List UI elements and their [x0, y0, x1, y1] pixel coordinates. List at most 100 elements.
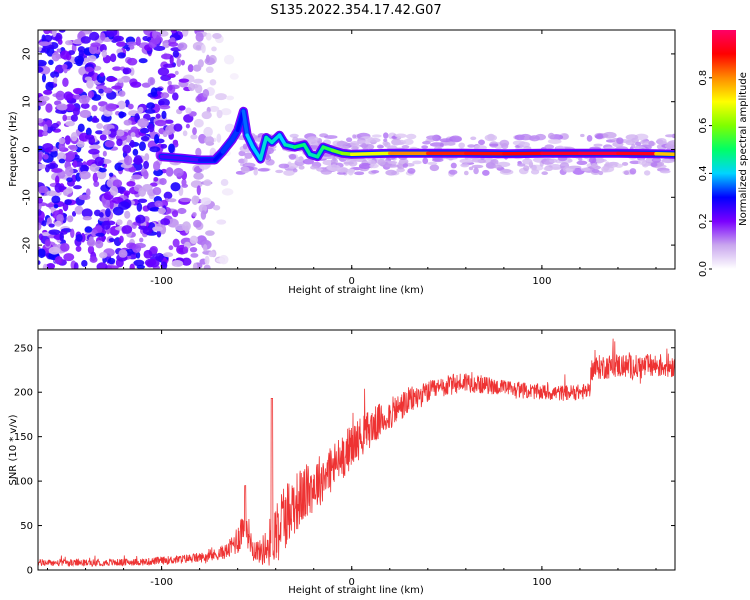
heatmap-halo-cell — [243, 157, 248, 164]
heatmap-noise-cell — [168, 41, 179, 47]
heatmap-noise-cell — [91, 104, 98, 112]
heatmap-halo-cell — [530, 169, 540, 175]
heatmap-noise-cell — [107, 257, 116, 265]
heatmap-noise-cell — [98, 88, 104, 94]
heatmap-noise-cell — [67, 145, 76, 150]
heatmap-noise-cell — [163, 63, 175, 68]
heatmap-halo-cell — [517, 163, 526, 167]
heatmap-noise-cell — [135, 251, 141, 259]
track-segment — [213, 150, 225, 162]
heatmap-noise-cell — [54, 183, 63, 193]
heatmap-noise-cell — [117, 52, 126, 59]
heatmap-halo-cell — [265, 153, 270, 161]
heatmap-halo-cell — [631, 143, 636, 149]
heatmap-halo-cell — [347, 168, 355, 174]
heatmap-noise-cell — [154, 119, 167, 127]
heatmap-noise-cell — [204, 255, 210, 266]
heatmap-noise-cell — [79, 109, 92, 119]
heatmap-noise-cell — [220, 108, 232, 116]
heatmap-halo-cell — [444, 141, 456, 146]
heatmap-halo-cell — [625, 134, 639, 141]
heatmap-noise-cell — [176, 58, 182, 68]
heatmap-noise-cell — [89, 31, 100, 41]
heatmap-noise-cell — [189, 246, 198, 253]
heatmap-noise-cell — [74, 55, 85, 65]
heatmap-halo-cell — [467, 144, 476, 148]
heatmap-noise-cell — [67, 50, 76, 56]
heatmap-halo-cell — [547, 132, 555, 139]
heatmap-noise-cell — [96, 122, 104, 130]
heatmap-noise-cell — [73, 185, 82, 190]
heatmap-noise-cell — [80, 102, 90, 109]
heatmap-noise-cell — [98, 167, 107, 173]
heatmap-noise-cell — [169, 54, 174, 65]
snr-frame — [37, 329, 676, 571]
heatmap-halo-cell — [402, 163, 409, 168]
heatmap-halo-cell — [412, 160, 422, 165]
heatmap-noise-cell — [100, 32, 106, 41]
heatmap-noise-cell — [220, 178, 229, 187]
heatmap-halo-cell — [383, 138, 388, 142]
snr-y-tick-label: 100 — [14, 477, 33, 488]
track-segment — [178, 156, 202, 162]
heatmap-halo-cell — [522, 158, 533, 165]
heatmap-halo-cell — [567, 159, 573, 163]
colorbar-gradient — [712, 30, 736, 269]
heatmap-noise-cell — [188, 82, 196, 92]
heatmap-noise-cell — [70, 131, 78, 142]
colorbar-tick-label: 0.4 — [698, 165, 709, 181]
heatmap-halo-cell — [323, 135, 338, 139]
heatmap-noise-cell — [38, 59, 47, 67]
heatmap-noise-cell — [160, 143, 168, 149]
heatmap-noise-cell — [138, 141, 146, 152]
heatmap-noise-cell — [159, 224, 167, 235]
track-segment — [245, 133, 255, 149]
heatmap-halo-cell — [448, 169, 458, 175]
heatmap-noise-cell — [131, 174, 143, 180]
heatmap-noise-cell — [167, 218, 179, 228]
heatmap-noise-cell — [146, 102, 155, 110]
heatmap-noise-cell — [54, 191, 62, 196]
heatmap-noise-cell — [211, 46, 217, 52]
heatmap-x-tick-label: 100 — [532, 276, 551, 287]
heatmap-noise-cell — [38, 233, 43, 241]
heatmap-noise-cell — [42, 153, 49, 160]
heatmap-noise-cell — [144, 108, 156, 114]
heatmap-noise-cell — [103, 87, 113, 94]
heatmap-halo-cell — [340, 145, 350, 150]
heatmap-noise-cell — [66, 150, 76, 161]
heatmap-halo-cell — [637, 159, 647, 165]
heatmap-noise-cell — [162, 252, 174, 258]
heatmap-halo-cell — [383, 132, 389, 139]
heatmap-x-label: Height of straight line (km) — [288, 285, 424, 296]
heatmap-signal-track — [157, 106, 675, 165]
heatmap-noise-cell — [63, 253, 75, 262]
heatmap-halo-cell — [544, 144, 555, 150]
heatmap-halo-cell — [376, 144, 384, 149]
heatmap-halo-cell — [330, 158, 338, 165]
heatmap-noise-cell — [45, 103, 53, 113]
heatmap-halo-cell — [501, 168, 512, 174]
heatmap-noise-cell — [218, 254, 229, 265]
heatmap-y-ticks: -20 -10 0 10 20 — [22, 48, 675, 253]
heatmap-noise-cell — [92, 115, 98, 123]
heatmap-noise-cell — [38, 95, 50, 102]
heatmap-noise-cell — [155, 113, 161, 119]
heatmap-halo-cell — [578, 157, 583, 161]
heatmap-halo-cell — [422, 157, 429, 165]
snr-y-tick-label: 200 — [14, 388, 33, 399]
heatmap-noise-cell — [117, 78, 125, 83]
heatmap-noise-cell — [106, 30, 118, 37]
colorbar-tick-label: 0.2 — [698, 213, 709, 229]
heatmap-noise-cell — [81, 260, 88, 267]
heatmap-noise-cell — [153, 168, 164, 177]
heatmap-noise-cell — [38, 209, 42, 216]
heatmap-noise-cell — [189, 235, 199, 244]
heatmap-noise-cell — [122, 144, 132, 154]
heatmap-halo-cell — [634, 133, 649, 141]
heatmap-noise-cell — [58, 141, 66, 152]
heatmap-halo-cell — [458, 142, 465, 149]
heatmap-noise-cell — [62, 77, 69, 88]
heatmap-halo-cell — [665, 134, 675, 138]
heatmap-halo-cell — [283, 170, 295, 176]
